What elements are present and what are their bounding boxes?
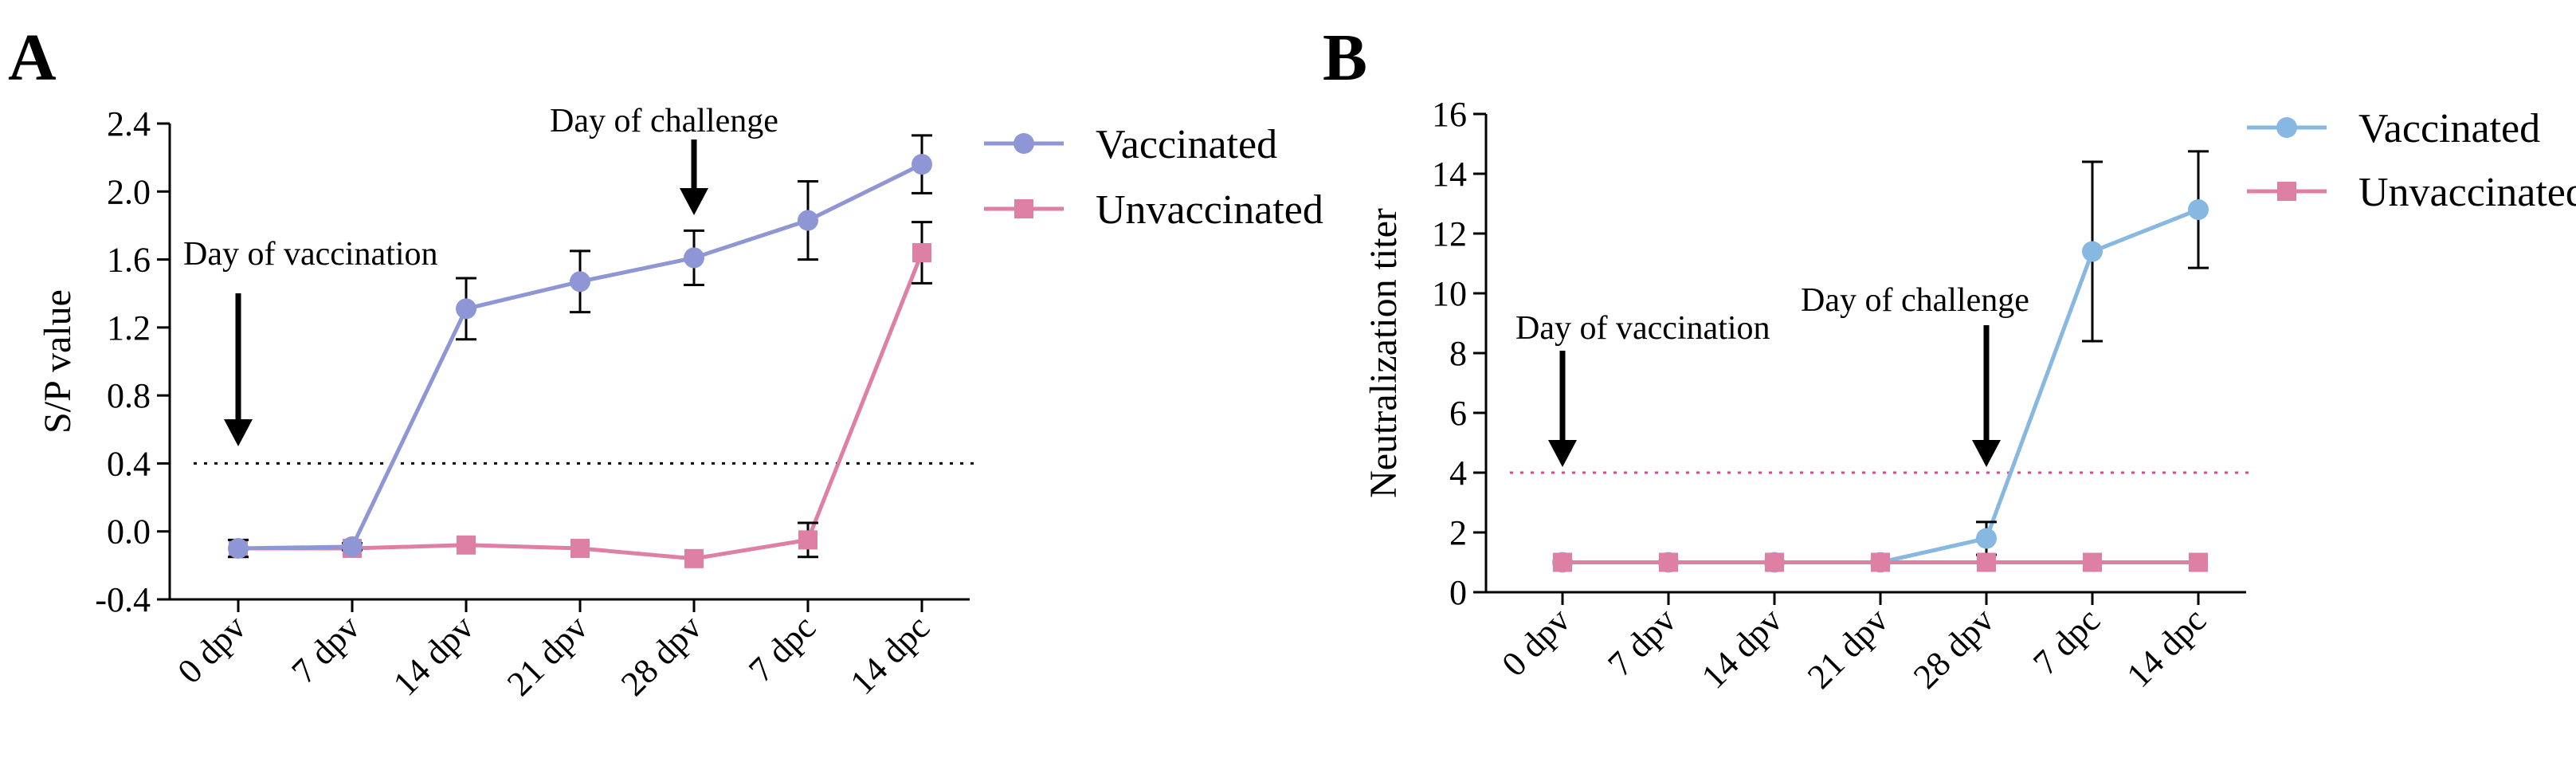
annotation-arrowhead — [1972, 440, 2001, 467]
x-tick-label: 21 dpv — [500, 607, 595, 703]
data-point — [456, 298, 476, 320]
y-tick-label: 0.0 — [107, 513, 151, 552]
y-tick-label: 0.4 — [107, 444, 151, 483]
data-point — [570, 271, 590, 293]
annotation-arrowhead — [224, 419, 253, 446]
data-point — [1765, 552, 1784, 572]
annotation-arrowhead — [1548, 440, 1577, 467]
legend-marker — [1014, 133, 1034, 154]
annotation-text: Day of vaccination — [183, 236, 438, 273]
data-point — [912, 154, 932, 175]
panel-a: A-0.40.00.40.81.21.62.02.40 dpv 7 dpv 14 d… — [8, 21, 1323, 704]
y-axis-title: Neutralization titer — [1362, 208, 1405, 498]
y-tick-label: 2 — [1449, 513, 1467, 552]
legend-label: Vaccinated — [2358, 106, 2540, 151]
y-tick-label: 16 — [1432, 95, 1467, 134]
x-tick-label: 0 dpv — [1494, 600, 1578, 684]
x-tick-label: 14 dpc — [843, 607, 937, 701]
x-tick-label: 7 dpv — [1600, 600, 1684, 684]
y-tick-label: 12 — [1432, 214, 1467, 253]
data-point — [684, 247, 704, 269]
panel-letter: A — [8, 21, 57, 95]
y-tick-label: 14 — [1432, 155, 1467, 194]
legend-marker — [2277, 182, 2296, 201]
x-tick-label: 14 dpc — [2119, 600, 2213, 694]
data-point — [798, 530, 817, 550]
y-tick-label: 6 — [1449, 394, 1467, 433]
data-point — [1659, 552, 1678, 572]
data-point — [342, 536, 363, 557]
y-tick-label: 2.4 — [107, 104, 151, 143]
data-point — [457, 535, 476, 555]
y-tick-label: 4 — [1449, 454, 1467, 493]
data-point — [1553, 552, 1572, 572]
y-tick-label: 1.2 — [107, 308, 151, 348]
legend-marker — [2276, 117, 2297, 138]
panel-letter: B — [1323, 21, 1367, 95]
x-tick-label: 0 dpv — [170, 607, 253, 691]
annotation-arrowhead — [680, 188, 708, 215]
y-tick-label: 2.0 — [107, 172, 151, 211]
legend-label: Vaccinated — [1096, 122, 1277, 167]
y-tick-label: 0 — [1449, 573, 1467, 612]
series-line — [237, 162, 923, 551]
data-point — [1871, 552, 1890, 572]
legend-marker — [1014, 199, 1033, 218]
data-point — [2083, 552, 2102, 572]
series-vaccinated — [1552, 150, 2209, 573]
data-point — [1976, 528, 1997, 549]
x-tick-label: 7 dpv — [284, 607, 367, 691]
data-point — [570, 539, 590, 559]
annotation-text: Day of challenge — [1801, 282, 2029, 319]
x-tick-label: 28 dpv — [1906, 600, 2002, 696]
data-point — [2188, 199, 2209, 220]
data-point — [1977, 552, 1996, 572]
y-axis-title: S/P value — [37, 289, 79, 434]
x-tick-label: 21 dpv — [1800, 600, 1896, 696]
y-tick-label: 0.8 — [107, 376, 151, 415]
data-point — [798, 210, 818, 231]
data-point — [912, 243, 931, 263]
y-tick-label: 1.6 — [107, 241, 151, 280]
annotation-text: Day of challenge — [550, 103, 778, 139]
x-tick-label: 7 dpc — [2025, 600, 2107, 682]
data-point — [228, 538, 249, 560]
x-tick-label: 14 dpv — [386, 607, 481, 703]
x-tick-label: 14 dpv — [1694, 600, 1790, 696]
series-line — [1562, 207, 2199, 564]
annotation-text: Day of vaccination — [1515, 310, 1770, 347]
series-vaccinated — [228, 134, 932, 560]
data-point — [684, 548, 704, 568]
y-tick-label: 8 — [1449, 334, 1467, 373]
legend-label: Unvaccinated — [1096, 187, 1323, 233]
y-tick-label: 10 — [1432, 274, 1467, 313]
series-unvaccinated — [1553, 552, 2208, 572]
x-tick-label: 28 dpv — [614, 607, 709, 703]
y-tick-label: -0.4 — [95, 580, 151, 619]
legend-label: Unvaccinated — [2358, 170, 2576, 215]
panel-b: B 0 2 4 6 8 10 12 14 16 0 dpv 7 dpv 14 dpv 21 dpv 28 d… — [1323, 21, 2576, 697]
x-tick-label: 7 dpc — [741, 607, 823, 689]
data-point — [2189, 552, 2208, 572]
data-point — [2082, 241, 2103, 262]
